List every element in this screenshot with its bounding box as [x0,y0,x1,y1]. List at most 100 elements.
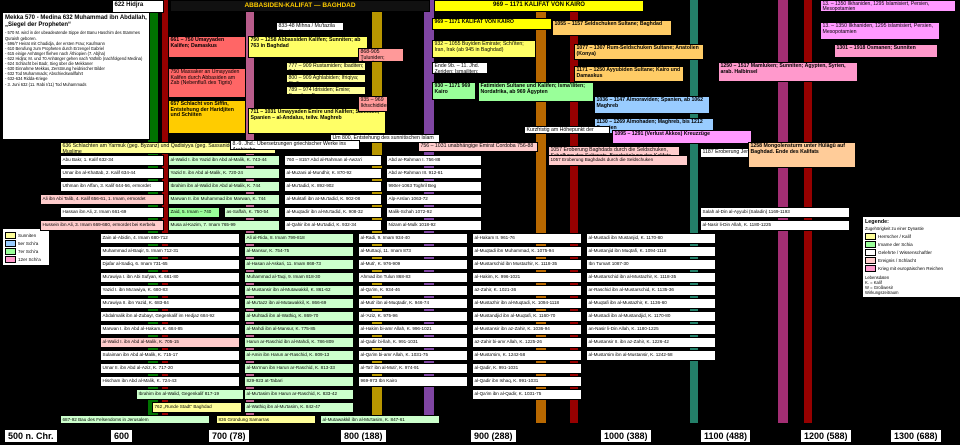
timeline-entry: al-Mustarschid ibn al-Mustazhir, K. 1118… [586,272,716,283]
event-box: 932 – 1055 Buyiden Emirate; Schi'iten; I… [432,40,536,58]
timeline-entry: al-Muhtadi ibn al-Wathiq, K. 869-70 [244,311,354,322]
main-legend: Legende: Zugehörigkeit zu einer Dynastie… [862,216,960,298]
timeline-entry: al-Mu'tasim ibn Harun ar-Raschid, K. 833… [244,389,354,400]
timeline-entry: an-Nasir li-Din Allah, K. 1180-1225 [586,324,716,335]
event-box: 777 – 909 Rustamiden; Ibaditen; Tahert [286,62,366,71]
event-box: Um 800, Entstehung des sunnitischen Isla… [330,134,440,143]
sect-legend: Sunniten 5er Schi'a 7er Schi'a 12er Schi'a [2,228,50,266]
timeline-entry: al-Mu'tazz ibn al-Mutawakkil, K. 866-69 [244,298,354,309]
timeline-entry: al-Qadir ibn Ishaq, K. 991-1031 [472,376,582,387]
event-box: 789 – 974 Idrisiden; Emire; Sunniten; Fe… [286,86,366,95]
timeline-entry: 760 – 815? Abd al-Rahman al-Awza'i [284,155,382,166]
event-box: 1171 – 1250 Ayyubiden Sultane; Kairo und… [574,66,684,82]
band-teal [690,0,698,423]
color-swatch-icon [5,248,16,255]
sect-legend-label: Sunniten [18,233,37,238]
bio-line: - 622 Hidjra; M. und 70 Anhänger gehen n… [5,55,143,61]
timeline-entry: Marwan II. ibn Muhammad ibn Marwan, K. 7… [168,194,280,205]
timeline-entry: al-Ta'i' ibn al-Muti', K. 974-91 [358,363,468,374]
event-box: 1301 – 1918 Osmanen; Sunniten [834,44,938,58]
event-box: 750 Massaker an Umayyaden Kalifen durch … [168,68,246,98]
axis-tick: 1100 (488) [700,429,752,443]
event-box: 1095 – 1291 (Verlust Akkos) Kreuzzüge [612,130,752,144]
timeline-entry: Ibn Tumart 1087-30 [586,259,716,270]
legend-item: Krieg mit europäischen Reichen [865,265,959,272]
event-box: 969 – 1171 KALIFAT VON KAIRO [432,18,552,30]
timeline-entry: Djafar al-Sadiq, 6. Imam 731-65 [100,259,240,270]
timeline-entry: al-Musta'sim, K. 1242-58 [472,350,582,361]
bio-line: - 632 Tod Muhammads; Abschiedswallfahrt [5,71,83,77]
timeline-entry: Hassan ibn Ali, 2. Imam 661-69 [60,207,164,218]
axis-tick: 1200 (588) [800,429,852,443]
sect-legend-label: 12er Schi'a [18,257,41,262]
timeline-entry: Muhammad al-Taqi, 9. Imam 818-30 [244,272,354,283]
timeline-entry: al-Mustansir ibn az-Zahir, K. 1036-94 [472,324,582,335]
timeline-entry: al-Musta'sim ibn al-Mustansir, K. 1242-5… [586,350,716,361]
event-box: 868-905 Tuluniden; Ägypten [358,48,404,62]
timeline-entry: Nizam al-Mulk 1018-92 [386,220,482,231]
event-box: 750 – 1258 Abbassiden Kalifen; Sunniten;… [248,36,368,58]
sect-legend-label: 7er Schi'a [18,249,39,254]
banner-ilkhanid: 13. – 1350 Ilkhaniden, 1295 Islamisiert,… [820,0,956,12]
timeline-entry: al-Qa'im, K. 934-46 [358,285,468,296]
legend-item: Herrscher / Kalif [865,233,959,240]
legend-item: Gelehrte / Wissenschaftler [865,249,959,256]
timeline-entry: Ali al-Rida, 8. Imam 799-818 [244,233,354,244]
color-swatch-icon [5,256,16,263]
legend-note: Wirkungszeitraum [865,290,899,295]
band-red-1 [162,0,168,423]
timeline-entry: al-Amin ibn Harun ar-Raschid, K. 809-13 [244,350,354,361]
timeline-entry: az-Zahir bi-amr Allah, K. 1225-26 [472,337,582,348]
color-swatch-icon [865,233,876,240]
timeline-entry: al-Muqtafi ibn al-Mustazhir, K. 1136-60 [586,298,716,309]
timeline-entry: Hussein ibn Ali, 3. Imam 669-680, ermord… [40,220,164,231]
timeline-entry: 969-973 Ibn Kairo [358,376,468,387]
muhammad-bio-title: Mekka 570 - Medina 632 Muhammad ibn Abda… [5,15,147,28]
timeline-entry: as-Saffah, K. 750-54 [224,207,280,218]
banner-cairo-caliphate: 969 – 1171 KALIFAT VON KAIRO [434,0,644,12]
timeline-entry: al-Walid I. ibn Yazid ibn Abd al-Malik, … [168,155,280,166]
event-box: 1055 – 1157 Seldschuken Sultane; Baghdad [552,20,672,36]
event-box: Kurzfristig am Höhepunkt der Macht über … [524,126,610,134]
axis-tick: 500 n. Chr. [4,429,58,443]
color-swatch-icon [865,265,876,272]
timeline-entry: al-Hasan al-Askari, 11. Imam 868-73 [244,259,354,270]
sect-legend-item: 12er Schi'a [5,256,47,263]
timeline-entry: al-Mustansir ibn al-Mutawakkil, K. 861-6… [244,285,354,296]
timeline-entry: Mu'awiya II. ibn Yazid, K. 683-84 [100,298,240,309]
timeline-entry: Yazid I. ibn Mu'awiya, K. 680-83 [100,285,240,296]
timeline-entry: al-Mu'tadid, K. 892-902 [284,181,382,192]
event-box: 1258 Mongolensturm unter Hülägü auf Bagh… [748,142,856,168]
sect-legend-item: 7er Schi'a [5,248,47,255]
event-box: 8.-9. Jhd.: Übersetzungen griechischer W… [230,140,360,150]
timeline-entry: Abu Bakr, 1. Kalif 632-34 [60,155,164,166]
timeline-entry: Ibrahim ibn al-Walid, Gegenkalif 817-19 [136,389,244,400]
event-box: 1077 – 1307 Rum-Seldschuken Sultane; Ana… [574,44,704,60]
timeline-entry: al-Mustansir II. ibn az-Zahir, K. 1226-4… [586,337,716,348]
bio-line: - 596/7 Heirat mit Chadidja, der ersten … [5,40,105,46]
event-box: Ende 9b. – 11. Jhd. Zeriden; Ismailiten;… [432,62,488,74]
event-box: 1250 – 1517 Mamluken; Sunniten; Ägypten,… [718,62,858,82]
legend-note: Lebensdaten [865,275,890,280]
legend-item-label: Ereignis / Schlacht [878,258,917,263]
banner-abbasid-caliphate: ABBASIDEN-KALIFAT — BAGHDAD [170,0,430,12]
timeline-entry: al-Mahdi ibn al-Mansur, K. 775-85 [244,324,354,335]
bio-line: - 615 einige Anhänger fliehen nach Äthio… [5,50,106,56]
timeline-entry: Abd ar-Rahman I. 756-88 [386,155,482,166]
timeline-entry: al-Muzani al-Mundhir, K. 870-92 [284,168,382,179]
timeline-entry: al-Wathiq ibn al-Mu'tasim, K. 842-47 [244,402,354,413]
timeline-entry: al-Ma'mun ibn Harun ar-Raschid, K. 813-3… [244,363,354,374]
legend-item-label: Imame der Schia [878,242,913,247]
timeline-entry: 990er-1063 Toghril Beg [386,181,482,192]
timeline-entry: Sulaiman ibn Abd al-Malik, K. 715-17 [100,350,240,361]
timeline-entry: Ahmad ibn Tulun 868-83 [358,272,468,283]
event-box: 661 – 750 Umayyaden Kalifen; Damaskus [168,36,246,58]
timeline-entry: 762 „Runde Stadt“ Baghdad [152,402,242,413]
sect-legend-item: 5er Schi'a [5,240,47,247]
timeline-entry: al-Mustandjid ibn al-Muqtafi, K. 1160-70 [472,311,582,322]
timeline-entry: al-Muktafi ibn at-Mu'tadid, K. 902-08 [284,194,382,205]
timeline-entry: Ali ibn Abi Talib, 4. Kalif 656-61, 1. I… [40,194,164,205]
color-swatch-icon [865,249,876,256]
timeline-entry: al-Qadir bi-llah, K. 991-1031 [358,337,468,348]
